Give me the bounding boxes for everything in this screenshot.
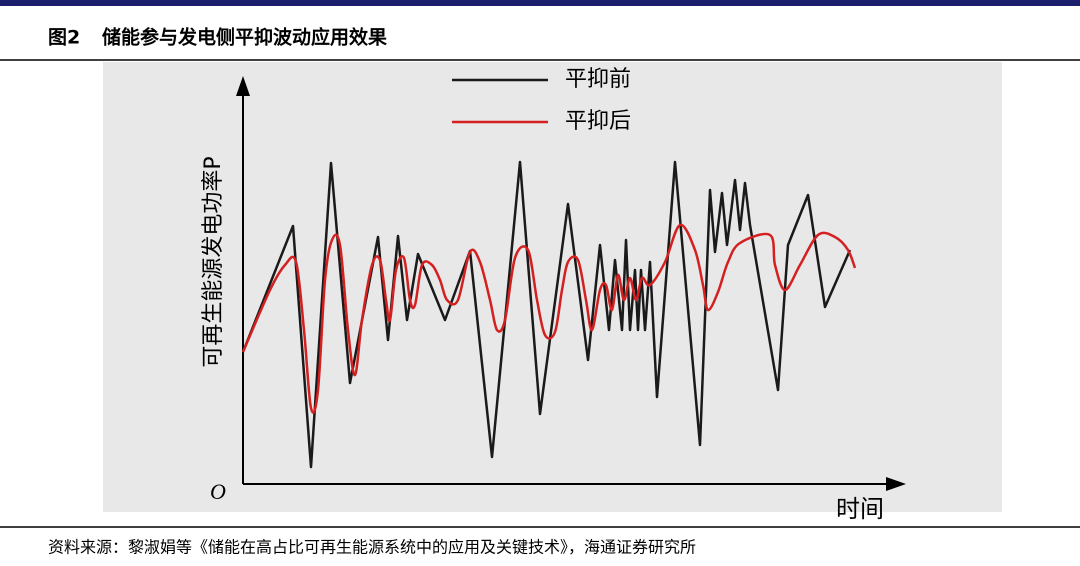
origin-label: O [210,479,226,504]
series-line [241,223,857,414]
top-bar [0,0,1080,6]
y-axis-label: 可再生能源发电功率P [201,156,226,367]
legend-label: 平抑前 [565,67,631,92]
x-axis-label: 时间 [836,495,884,523]
x-axis-arrow [886,477,906,491]
legend-label: 平抑后 [565,109,631,134]
chart-title: 储能参与发电侧平抑波动应用效果 [102,26,387,49]
plot-background [103,62,1002,512]
y-axis-arrow [236,76,250,96]
figure-label: 图2 [48,27,80,49]
source-note: 资料来源：黎淑娟等《储能在高占比可再生能源系统中的应用及关键技术》，海通证券研究… [48,538,696,557]
